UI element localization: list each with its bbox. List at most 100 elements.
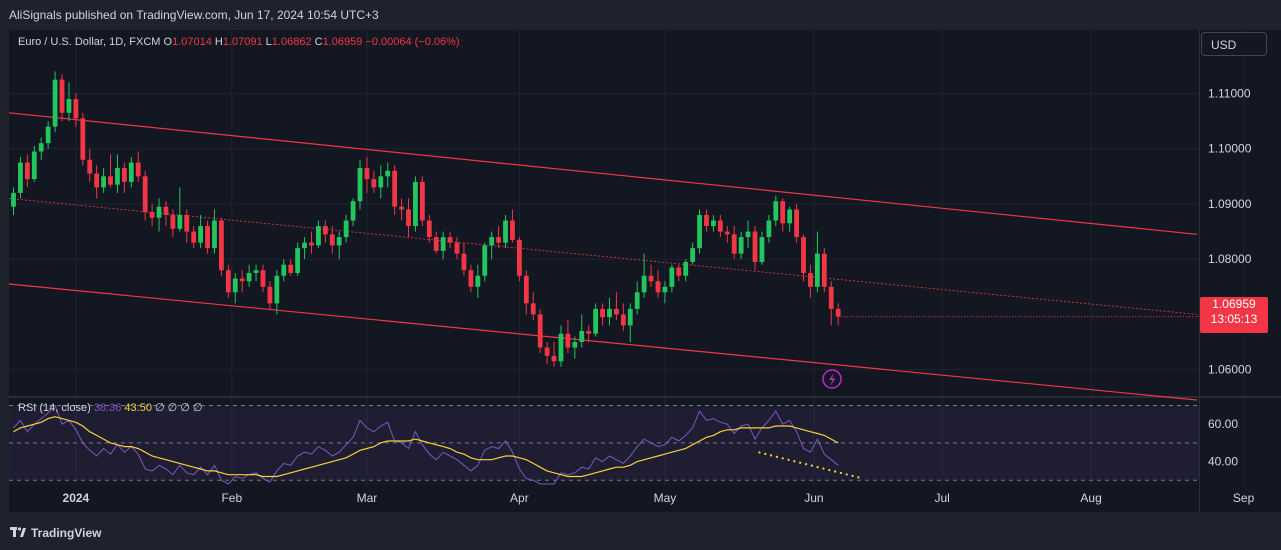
candle[interactable]: [392, 165, 398, 215]
candle[interactable]: [177, 187, 183, 232]
candle[interactable]: [219, 217, 224, 276]
candle[interactable]: [87, 148, 93, 182]
candle[interactable]: [198, 215, 204, 249]
candle[interactable]: [31, 145, 37, 182]
candle[interactable]: [205, 220, 210, 254]
candle[interactable]: [697, 209, 702, 254]
candle[interactable]: [614, 292, 619, 320]
candle[interactable]: [413, 176, 418, 232]
candle[interactable]: [419, 176, 425, 227]
candle[interactable]: [11, 187, 16, 215]
candle[interactable]: [551, 342, 557, 367]
candle[interactable]: [302, 237, 307, 260]
candle[interactable]: [163, 201, 169, 227]
candle[interactable]: [620, 303, 626, 331]
candle[interactable]: [191, 226, 197, 249]
candle[interactable]: [454, 237, 460, 260]
candle[interactable]: [717, 215, 723, 238]
candle[interactable]: [648, 264, 654, 287]
candle[interactable]: [142, 170, 148, 221]
candle[interactable]: [101, 168, 106, 193]
candle[interactable]: [787, 206, 793, 232]
candle[interactable]: [135, 151, 141, 182]
candle[interactable]: [558, 325, 564, 367]
candle[interactable]: [676, 264, 682, 282]
candle[interactable]: [808, 264, 813, 298]
candle[interactable]: [378, 165, 384, 199]
candle[interactable]: [461, 242, 467, 276]
candle[interactable]: [406, 198, 411, 238]
rsi-label[interactable]: RSI (14, close): [18, 402, 91, 414]
candle[interactable]: [634, 281, 640, 315]
candle[interactable]: [399, 198, 404, 221]
candle[interactable]: [357, 159, 363, 210]
candle[interactable]: [669, 264, 675, 293]
candle[interactable]: [156, 198, 162, 232]
candle[interactable]: [801, 234, 806, 282]
candle[interactable]: [544, 342, 550, 365]
candle[interactable]: [607, 297, 612, 326]
candle[interactable]: [350, 198, 356, 227]
price-axis[interactable]: [1199, 30, 1281, 512]
candle[interactable]: [108, 154, 113, 188]
candle[interactable]: [80, 112, 86, 166]
candle[interactable]: [329, 226, 335, 254]
candle[interactable]: [239, 270, 245, 293]
candle[interactable]: [683, 259, 689, 282]
candle[interactable]: [662, 281, 668, 304]
candle[interactable]: [724, 226, 730, 243]
candle[interactable]: [115, 154, 120, 193]
candle[interactable]: [690, 242, 696, 265]
candle[interactable]: [232, 272, 238, 304]
candle[interactable]: [482, 242, 488, 282]
candle[interactable]: [385, 162, 391, 188]
candle[interactable]: [440, 231, 446, 260]
candle[interactable]: [281, 259, 287, 282]
candle[interactable]: [66, 82, 72, 122]
candle[interactable]: [128, 157, 134, 188]
candle[interactable]: [828, 281, 834, 326]
candle[interactable]: [295, 242, 301, 276]
candle[interactable]: [835, 303, 841, 326]
candle[interactable]: [433, 231, 439, 254]
candle[interactable]: [516, 237, 522, 282]
candle[interactable]: [475, 264, 481, 298]
alert-lightning-icon[interactable]: [822, 369, 842, 389]
candle[interactable]: [45, 121, 51, 149]
candle[interactable]: [121, 162, 127, 193]
candle[interactable]: [468, 264, 474, 293]
candle[interactable]: [565, 319, 571, 354]
candle[interactable]: [94, 165, 100, 199]
candle[interactable]: [593, 303, 599, 337]
candle[interactable]: [814, 231, 820, 293]
candle[interactable]: [24, 154, 30, 188]
candle[interactable]: [523, 270, 529, 315]
candle[interactable]: [572, 336, 578, 359]
candle[interactable]: [260, 264, 266, 293]
candle[interactable]: [246, 264, 252, 287]
candle[interactable]: [447, 231, 453, 249]
candle[interactable]: [170, 209, 176, 238]
candle[interactable]: [274, 270, 280, 315]
candle[interactable]: [489, 231, 495, 260]
symbol-name[interactable]: Euro / U.S. Dollar, 1D, FXCM: [18, 36, 161, 48]
candle[interactable]: [600, 303, 605, 326]
candle[interactable]: [759, 231, 765, 265]
candle[interactable]: [18, 157, 23, 199]
candle[interactable]: [343, 215, 349, 243]
candle[interactable]: [704, 209, 709, 232]
candle[interactable]: [267, 281, 273, 309]
candle[interactable]: [752, 226, 758, 271]
candle[interactable]: [738, 231, 744, 260]
candle[interactable]: [711, 215, 716, 232]
candle[interactable]: [59, 74, 65, 122]
candle[interactable]: [149, 203, 155, 227]
candle[interactable]: [510, 209, 515, 243]
candle[interactable]: [586, 325, 592, 343]
candle[interactable]: [184, 209, 190, 243]
candle[interactable]: [530, 292, 536, 320]
candle[interactable]: [316, 220, 321, 249]
candle[interactable]: [655, 270, 661, 298]
candle[interactable]: [745, 220, 751, 249]
